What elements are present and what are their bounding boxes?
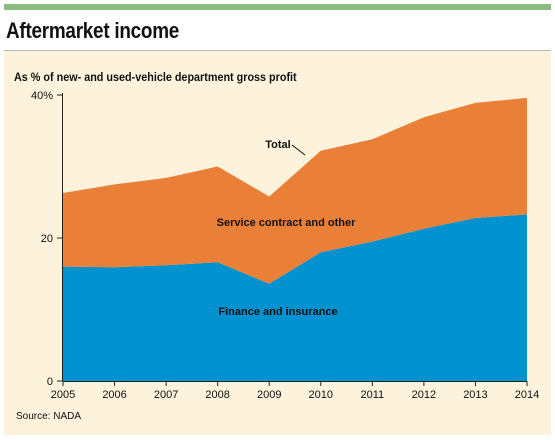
y-tick-label: 40%: [31, 90, 53, 102]
series-label-service-contract: Service contract and other: [217, 217, 356, 229]
x-tick-label: 2013: [463, 389, 487, 401]
x-tick-label: 2009: [257, 389, 281, 401]
chart-subtitle: As % of new- and used-vehicle department…: [14, 70, 297, 84]
series-area-service-contract-and-other: [63, 97, 527, 284]
x-tick-label: 2012: [412, 389, 436, 401]
x-tick-label: 2007: [154, 389, 178, 401]
chart-title: Aftermarket income: [6, 18, 180, 43]
source-note: Source: NADA: [16, 411, 82, 422]
total-label-leader: [291, 144, 306, 156]
series-label-finance-and-insurance: Finance and insurance: [218, 306, 337, 318]
top-accent-bar: [4, 4, 551, 10]
x-tick-label: 2005: [51, 389, 75, 401]
x-tick-label: 2010: [309, 389, 333, 401]
x-tick-label: 2006: [102, 389, 126, 401]
series-area-finance-and-insurance: [63, 214, 527, 381]
y-tick-label: 20: [41, 233, 53, 245]
y-tick-label: 0: [47, 376, 53, 388]
x-tick-label: 2011: [361, 389, 385, 401]
x-tick-label: 2008: [205, 389, 229, 401]
total-label: Total: [265, 139, 290, 151]
title-divider: [4, 50, 551, 51]
x-tick-label: 2014: [515, 389, 539, 401]
